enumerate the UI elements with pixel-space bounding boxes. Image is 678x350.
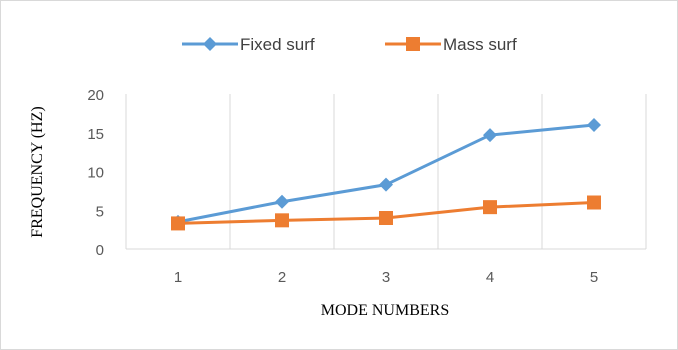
x-tick-label: 3 [382,269,390,286]
x-tick-label: 5 [590,269,598,286]
grid-lines [125,94,647,249]
y-tick-label: 20 [87,87,104,104]
legend: Fixed surf Mass surf [182,35,517,54]
data-point [587,195,601,210]
x-axis-title: MODE NUMBERS [321,302,449,319]
y-tick-label: 0 [96,242,104,259]
legend-marker [406,37,420,51]
data-point [587,118,601,132]
x-axis-tick-labels: 1 2 3 4 5 [174,269,598,286]
y-tick-label: 5 [96,203,104,220]
legend-label: Fixed surf [240,35,315,54]
x-tick-label: 4 [486,269,494,286]
series-group [171,118,601,231]
legend-label: Mass surf [443,35,517,54]
data-point [379,211,393,225]
series-line [177,123,595,224]
data-point [275,194,289,209]
legend-marker [203,37,217,51]
y-axis-title: FREQUENCY (HZ) [29,106,46,237]
data-point [171,216,185,231]
data-point [275,213,289,228]
series-2 [171,195,601,231]
x-tick-label: 1 [174,269,182,286]
data-point [483,200,497,215]
data-point [379,177,393,192]
x-tick-label: 2 [278,269,286,286]
data-point [483,128,497,143]
y-tick-label: 15 [87,126,104,143]
y-axis-tick-labels: 0 5 10 15 20 [87,87,104,259]
y-tick-label: 10 [87,165,104,182]
